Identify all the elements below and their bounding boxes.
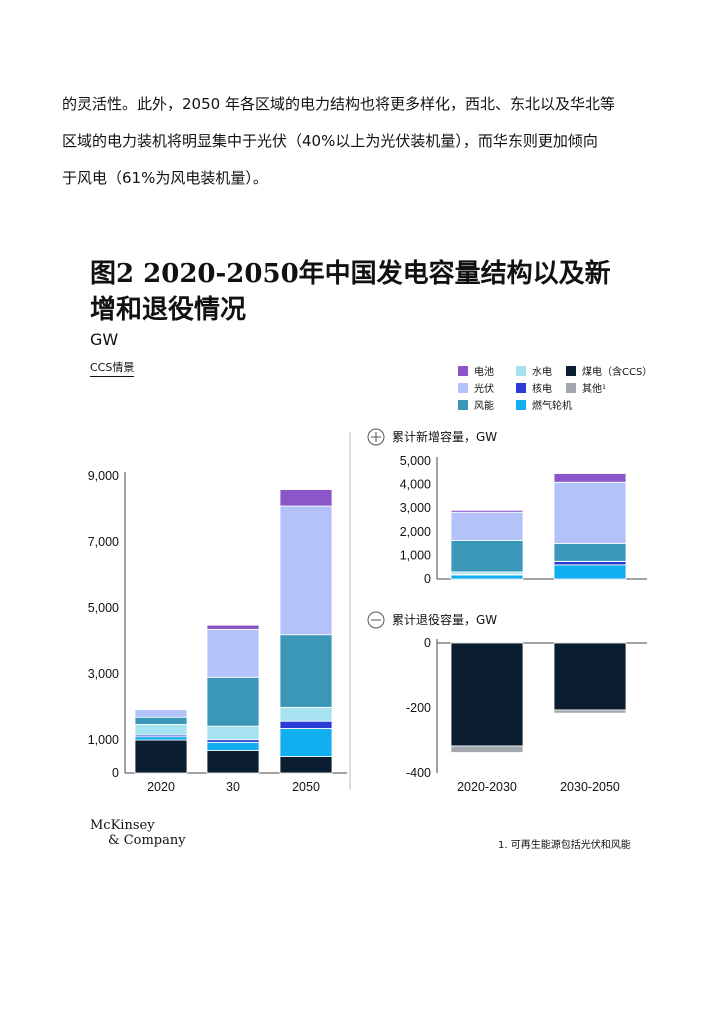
legend-swatch-battery — [458, 365, 468, 376]
logo-line-2: & Company — [108, 833, 186, 848]
main-chart-bar-gas_turbine — [134, 736, 188, 741]
paragraph-line-3: 于风电（61%为风电装机量）。 — [62, 169, 268, 187]
retirements-chart-ytick-label: 0 — [424, 636, 431, 650]
legend-swatch-wind — [458, 399, 468, 410]
legend-item-hydro: 水电 — [516, 363, 552, 378]
main-chart-ytick-label: 7,000 — [88, 535, 119, 549]
legend-label-hydro: 水电 — [532, 367, 552, 378]
main-chart-category-label: 2020 — [147, 780, 175, 794]
main-chart-category-label: 2050 — [292, 780, 320, 794]
main-chart-bar-gas_turbine — [279, 728, 333, 757]
legend-swatch-coal — [566, 365, 576, 376]
main-chart-ytick-label: 3,000 — [88, 667, 119, 681]
main-chart-ytick-label: 1,000 — [88, 733, 119, 747]
additions-chart-ytick-label: 4,000 — [400, 478, 431, 492]
additions-chart-bar-gas_turbine — [450, 574, 524, 580]
logo-line-1: McKinsey — [90, 818, 155, 833]
legend-label-wind: 风能 — [474, 401, 494, 412]
main-chart-bar-gas_turbine — [206, 741, 260, 751]
legend-swatch-solar — [458, 382, 468, 393]
plus-icon — [367, 428, 385, 446]
retirements-chart-bar-coal — [450, 642, 524, 747]
main-chart-bar-solar — [279, 505, 333, 636]
mckinsey-logo: McKinsey & Company — [90, 818, 186, 848]
main-chart-bar-solar — [206, 629, 260, 678]
legend-item-battery: 电池 — [458, 363, 494, 378]
additions-chart-bar-battery — [553, 473, 627, 483]
footnote: 1. 可再生能源包括光伏和风能 — [498, 840, 631, 851]
main-chart-ytick-label: 9,000 — [88, 469, 119, 483]
additions-chart-title: 累计新增容量，GW — [392, 429, 497, 444]
additions-chart-ytick-label: 5,000 — [400, 454, 431, 468]
additions-chart-ytick-label: 3,000 — [400, 501, 431, 515]
legend-item-other: 其他¹ — [566, 380, 606, 395]
paragraph-line-2: 区域的电力装机将明显集中于光伏（40%以上为光伏装机量），而华东则更加倾向 — [62, 132, 598, 150]
main-chart-ytick-label: 0 — [112, 766, 119, 780]
legend-item-coal: 煤电（含CCS） — [566, 363, 652, 378]
additions-chart-bar-nuclear — [553, 561, 627, 566]
legend-label-nuclear: 核电 — [532, 384, 552, 395]
additions-chart-ytick-label: 1,000 — [400, 548, 431, 562]
additions-chart-bar-solar — [450, 511, 524, 541]
additions-chart-bar-solar — [553, 481, 627, 544]
legend-swatch-other — [566, 382, 576, 393]
retirements-chart-bar-coal — [553, 642, 627, 711]
legend-label-other: 其他¹ — [582, 384, 607, 395]
main-chart-bar-solar — [134, 709, 188, 718]
legend-label-solar: 光伏 — [474, 384, 494, 395]
body-paragraph: 的灵活性。此外，2050 年各区域的电力结构也将更多样化，西北、东北以及华北等 … — [62, 86, 682, 197]
main-chart-bar-hydro — [206, 725, 260, 741]
figure-title: 图2 2020-2050年中国发电容量结构以及新 增和退役情况 — [90, 256, 650, 328]
main-chart-bar-coal — [206, 750, 260, 774]
retirements-chart-bar-other — [553, 709, 627, 714]
main-chart-bar-battery — [279, 489, 333, 507]
retirements-chart-bar-other — [450, 745, 524, 753]
main-chart-category-label: 30 — [226, 780, 240, 794]
legend-label-gas_turbine: 燃气轮机 — [532, 401, 572, 412]
legend-swatch-nuclear — [516, 382, 526, 393]
minus-icon — [367, 611, 385, 629]
figure-title-line-2: 增和退役情况 — [90, 295, 247, 325]
main-chart-bar-hydro — [279, 706, 333, 722]
scenario-label: CCS情景 — [90, 359, 135, 377]
legend-item-solar: 光伏 — [458, 380, 494, 395]
additions-chart-ytick-label: 0 — [424, 572, 431, 586]
additions-chart-bar-battery — [450, 509, 524, 513]
main-chart-bar-hydro — [134, 724, 188, 736]
figure-title-line-1: 图2 2020-2050年中国发电容量结构以及新 — [90, 259, 611, 289]
retirements-chart-ytick-label: -400 — [406, 766, 431, 780]
main-chart-ytick-label: 5,000 — [88, 601, 119, 615]
paragraph-line-1: 的灵活性。此外，2050 年各区域的电力结构也将更多样化，西北、东北以及华北等 — [62, 95, 615, 113]
main-chart-bar-wind — [134, 716, 188, 725]
legend-item-nuclear: 核电 — [516, 380, 552, 395]
main-chart-bar-coal — [134, 739, 188, 774]
main-chart-bar-coal — [279, 756, 333, 774]
retirements-chart-title: 累计退役容量，GW — [392, 612, 497, 627]
legend-swatch-hydro — [516, 365, 526, 376]
legend-label-battery: 电池 — [474, 367, 494, 378]
additions-chart-bar-gas_turbine — [553, 564, 627, 580]
legend-label-coal: 煤电（含CCS） — [582, 367, 653, 378]
main-chart-bar-wind — [206, 676, 260, 727]
retirements-chart-category-label: 2020-2030 — [457, 780, 517, 794]
additions-chart-ytick-label: 2,000 — [400, 525, 431, 539]
legend-swatch-gas_turbine — [516, 399, 526, 410]
main-chart-bar-nuclear — [279, 720, 333, 729]
legend-item-wind: 风能 — [458, 397, 494, 412]
legend-item-gas_turbine: 燃气轮机 — [516, 397, 572, 412]
main-chart-bar-battery — [206, 624, 260, 630]
main-chart-bar-wind — [279, 634, 333, 708]
figure-unit: GW — [90, 330, 119, 349]
retirements-chart-ytick-label: -200 — [406, 701, 431, 715]
additions-chart-bar-wind — [553, 543, 627, 562]
additions-chart-bar-wind — [450, 540, 524, 573]
retirements-chart-category-label: 2030-2050 — [560, 780, 620, 794]
